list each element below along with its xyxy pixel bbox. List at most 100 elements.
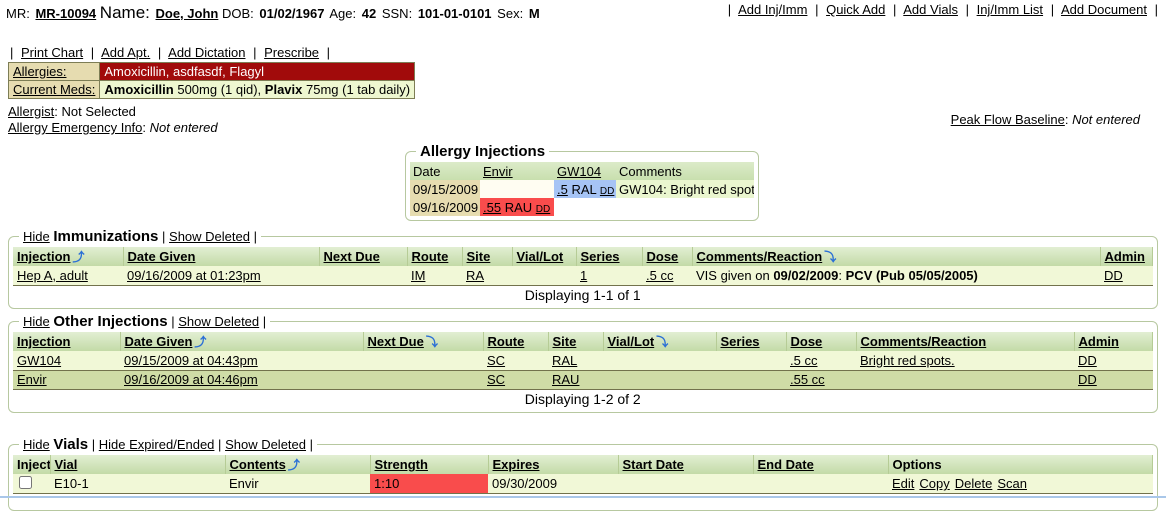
mr-number-link[interactable]: MR-10094: [35, 6, 97, 21]
sort-admin-link[interactable]: Admin: [1078, 334, 1119, 349]
show-deleted-link[interactable]: Show Deleted: [225, 437, 307, 452]
admin-initials-link[interactable]: DD: [535, 203, 551, 215]
admin-link[interactable]: DD: [1078, 352, 1097, 368]
sort-injection-link[interactable]: Injection: [17, 334, 71, 349]
col-site: Site: [462, 247, 513, 266]
current-meds-row: Current Meds: Amoxicillin 500mg (1 qid),…: [7, 80, 416, 99]
dose-cell: .55 cc: [786, 370, 856, 390]
sort-start-date-link[interactable]: Start Date: [622, 457, 684, 472]
hide-vials-link[interactable]: Hide: [23, 437, 50, 452]
sort-vial-lot-link[interactable]: Vial/Lot: [516, 249, 564, 264]
separator: |: [157, 45, 162, 60]
sort-comments-link[interactable]: Comments/Reaction: [696, 249, 823, 264]
hide-expired-ended-link[interactable]: Hide Expired/Ended: [98, 437, 215, 452]
colon: :: [1064, 112, 1073, 127]
admin-link[interactable]: DD: [1078, 372, 1097, 387]
gw104-column-link[interactable]: GW104: [557, 163, 602, 179]
hide-other-injections-link[interactable]: Hide: [23, 314, 50, 329]
delete-link[interactable]: Delete: [954, 476, 993, 491]
sort-date-given-link[interactable]: Date Given: [124, 334, 193, 349]
edit-link[interactable]: Edit: [892, 476, 915, 491]
dose-link[interactable]: .55 cc: [790, 372, 825, 387]
sort-route-link[interactable]: Route: [487, 334, 525, 349]
add-document-link[interactable]: Add Document: [1060, 2, 1147, 17]
name-label: Name:: [99, 3, 150, 22]
route-link[interactable]: SC: [487, 372, 506, 387]
sort-dose-link[interactable]: Dose: [646, 249, 679, 264]
sort-series-link[interactable]: Series: [580, 249, 620, 264]
add-vials-link[interactable]: Add Vials: [903, 2, 958, 17]
hide-immunizations-link[interactable]: Hide: [23, 229, 50, 244]
envir-column-link[interactable]: Envir: [483, 163, 513, 179]
allergist-link[interactable]: Allergist: [8, 104, 55, 119]
series-link[interactable]: 1: [580, 267, 588, 283]
sort-contents-link[interactable]: Contents: [229, 457, 286, 472]
sort-route-link[interactable]: Route: [411, 249, 449, 264]
sort-date-given-link[interactable]: Date Given: [127, 249, 196, 264]
admin-initials-link[interactable]: DD: [599, 185, 615, 197]
sort-injection-link[interactable]: Injection: [17, 249, 71, 264]
sort-site-link[interactable]: Site: [552, 334, 577, 349]
injection-link[interactable]: Envir: [17, 372, 47, 387]
sort-series-link[interactable]: Series: [720, 334, 760, 349]
sort-admin-link[interactable]: Admin: [1104, 249, 1145, 264]
separator: |: [253, 229, 257, 244]
sex-value: M: [528, 6, 540, 21]
peak-flow-baseline-link[interactable]: Peak Flow Baseline: [950, 112, 1065, 127]
sort-expires-link[interactable]: Expires: [492, 457, 540, 472]
inject-checkbox[interactable]: [19, 476, 32, 489]
next-due-cell: [363, 351, 483, 371]
sort-end-date-link[interactable]: End Date: [757, 457, 814, 472]
allergies-link[interactable]: Allergies:: [13, 64, 67, 79]
show-deleted-link[interactable]: Show Deleted: [178, 314, 260, 329]
table-footer-row: Displaying 1-1 of 1: [13, 285, 1153, 304]
separator: |: [91, 437, 96, 452]
print-chart-link[interactable]: Print Chart: [21, 45, 84, 60]
current-meds-link[interactable]: Current Meds:: [13, 82, 96, 97]
options-cell: Edit Copy Delete Scan: [888, 474, 1153, 494]
sort-strength-link[interactable]: Strength: [374, 457, 428, 472]
sort-comments-link[interactable]: Comments/Reaction: [860, 334, 987, 349]
date-given-link[interactable]: 09/15/2009 at 04:43pm: [124, 352, 258, 368]
inj-imm-list-link[interactable]: Inj/Imm List: [976, 2, 1044, 17]
col-gw104: GW104: [554, 162, 616, 180]
dose-link[interactable]: .5: [557, 181, 568, 197]
site-link[interactable]: RAL: [552, 352, 578, 368]
separator: |: [326, 45, 331, 60]
copy-link[interactable]: Copy: [919, 476, 950, 491]
dose-link[interactable]: .5 cc: [646, 267, 674, 283]
patient-name-link[interactable]: Doe, John: [155, 6, 219, 21]
route-link[interactable]: IM: [411, 267, 426, 283]
admin-link[interactable]: DD: [1104, 267, 1123, 283]
sort-next-due-link[interactable]: Next Due: [323, 249, 380, 264]
injection-link[interactable]: Hep A, adult: [17, 267, 88, 283]
injection-link[interactable]: GW104: [17, 352, 62, 368]
comment-link[interactable]: Bright red spots.: [860, 352, 955, 368]
add-apt-link[interactable]: Add Apt.: [101, 45, 151, 60]
site-link[interactable]: RA: [466, 267, 485, 283]
sex-label: Sex:: [497, 6, 524, 21]
add-inj-imm-link[interactable]: Add Inj/Imm: [738, 2, 808, 17]
sort-site-link[interactable]: Site: [466, 249, 491, 264]
sort-dose-link[interactable]: Dose: [790, 334, 823, 349]
quick-add-link[interactable]: Quick Add: [826, 2, 886, 17]
show-deleted-link[interactable]: Show Deleted: [169, 229, 250, 244]
prescribe-link[interactable]: Prescribe: [264, 45, 320, 60]
site-link[interactable]: RAU: [552, 372, 580, 387]
sort-next-due-link[interactable]: Next Due: [367, 334, 424, 349]
route-link[interactable]: SC: [487, 352, 506, 368]
dose-link[interactable]: .5 cc: [790, 352, 818, 368]
sort-vial-lot-link[interactable]: Vial/Lot: [607, 334, 655, 349]
sort-vial-link[interactable]: Vial: [54, 457, 78, 472]
scan-link[interactable]: Scan: [997, 476, 1027, 491]
col-vial: Vial: [50, 455, 226, 474]
allergy-emergency-value: Not entered: [149, 120, 218, 135]
date-given-link[interactable]: 09/16/2009 at 04:46pm: [124, 372, 258, 387]
dose-link[interactable]: .55: [483, 199, 502, 215]
add-dictation-link[interactable]: Add Dictation: [168, 45, 246, 60]
col-options: Options: [888, 455, 1153, 474]
separator: |: [90, 45, 95, 60]
allergy-emergency-info-link[interactable]: Allergy Emergency Info: [8, 120, 143, 135]
date-given-link[interactable]: 09/16/2009 at 01:23pm: [127, 267, 261, 283]
col-dose: Dose: [786, 332, 857, 351]
